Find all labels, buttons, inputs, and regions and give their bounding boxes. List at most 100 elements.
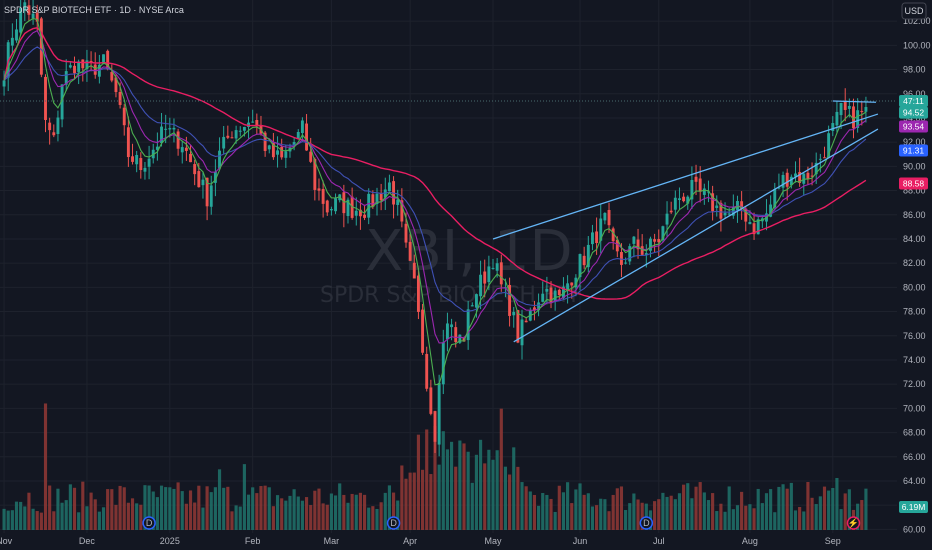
candle[interactable] bbox=[77, 59, 81, 85]
candle[interactable] bbox=[284, 145, 288, 168]
currency-button[interactable]: USD bbox=[901, 2, 927, 20]
candle[interactable] bbox=[653, 233, 657, 253]
candle[interactable] bbox=[512, 306, 516, 328]
candle[interactable] bbox=[586, 236, 590, 273]
candle[interactable] bbox=[160, 112, 163, 147]
candle[interactable] bbox=[180, 140, 184, 164]
candle[interactable] bbox=[325, 199, 329, 216]
candle[interactable] bbox=[309, 137, 313, 164]
candle[interactable] bbox=[300, 117, 304, 143]
candle[interactable] bbox=[358, 199, 362, 230]
candle[interactable] bbox=[682, 192, 686, 203]
candle[interactable] bbox=[226, 125, 230, 140]
candle[interactable] bbox=[640, 234, 644, 256]
candle[interactable] bbox=[856, 98, 860, 133]
candle[interactable] bbox=[785, 168, 789, 201]
candle[interactable] bbox=[599, 204, 603, 254]
candle[interactable] bbox=[367, 188, 371, 225]
candle[interactable] bbox=[678, 187, 681, 210]
candle[interactable] bbox=[371, 190, 375, 209]
dividend-marker[interactable]: D bbox=[639, 516, 654, 530]
candle[interactable] bbox=[255, 113, 259, 135]
candle[interactable] bbox=[831, 116, 835, 137]
candle[interactable] bbox=[354, 197, 358, 226]
candle[interactable] bbox=[276, 136, 279, 168]
candle[interactable] bbox=[702, 183, 706, 205]
top-resistance-line[interactable] bbox=[832, 100, 877, 103]
candle[interactable] bbox=[827, 125, 831, 158]
dividend-marker[interactable]: D bbox=[386, 516, 401, 530]
candle[interactable] bbox=[379, 183, 383, 211]
candle[interactable] bbox=[68, 62, 72, 69]
candle[interactable] bbox=[591, 224, 594, 251]
candle[interactable] bbox=[313, 157, 317, 201]
candle[interactable] bbox=[135, 150, 139, 173]
candle[interactable] bbox=[499, 254, 503, 292]
candle[interactable] bbox=[491, 258, 495, 270]
candle[interactable] bbox=[122, 104, 126, 136]
candle[interactable] bbox=[213, 159, 217, 197]
candle[interactable] bbox=[189, 145, 192, 163]
candle[interactable] bbox=[329, 206, 333, 216]
candle[interactable] bbox=[549, 281, 553, 309]
candle[interactable] bbox=[566, 275, 570, 304]
candle[interactable] bbox=[553, 287, 557, 311]
candle[interactable] bbox=[458, 334, 462, 344]
channel-lower-line[interactable] bbox=[513, 128, 879, 343]
candle[interactable] bbox=[205, 177, 209, 221]
candle[interactable] bbox=[429, 379, 433, 416]
earnings-marker[interactable]: ⚡ bbox=[846, 516, 861, 530]
trend-channel-drawings[interactable] bbox=[0, 100, 897, 343]
candle[interactable] bbox=[524, 317, 528, 323]
candle[interactable] bbox=[400, 188, 404, 228]
candle[interactable] bbox=[89, 51, 93, 72]
candle[interactable] bbox=[421, 303, 425, 356]
candle[interactable] bbox=[56, 110, 60, 142]
candle[interactable] bbox=[445, 312, 449, 352]
candle[interactable] bbox=[31, 0, 35, 25]
candle[interactable] bbox=[624, 257, 628, 265]
candle[interactable] bbox=[541, 281, 545, 303]
candle[interactable] bbox=[723, 202, 727, 219]
candle[interactable] bbox=[694, 164, 698, 196]
candle[interactable] bbox=[155, 132, 159, 161]
candle[interactable] bbox=[23, 0, 27, 22]
candle[interactable] bbox=[860, 101, 864, 126]
candle[interactable] bbox=[557, 288, 561, 300]
candle[interactable] bbox=[44, 74, 47, 133]
candle[interactable] bbox=[48, 117, 52, 145]
candle[interactable] bbox=[843, 88, 847, 122]
candle[interactable] bbox=[425, 346, 429, 392]
candle[interactable] bbox=[126, 116, 130, 167]
candle[interactable] bbox=[483, 259, 487, 298]
candle[interactable] bbox=[334, 193, 338, 215]
candle[interactable] bbox=[292, 137, 296, 151]
candle[interactable] bbox=[93, 52, 97, 79]
candle[interactable] bbox=[570, 282, 574, 299]
time-axis[interactable]: Nov Dec 2025 Feb Mar Apr May Jun Jul Aug Sep bbox=[0, 533, 897, 550]
candle[interactable] bbox=[110, 64, 114, 83]
candle[interactable] bbox=[271, 132, 275, 160]
candle[interactable] bbox=[143, 161, 147, 180]
candle[interactable] bbox=[690, 166, 694, 210]
candle[interactable] bbox=[321, 180, 325, 218]
candle[interactable] bbox=[636, 228, 640, 259]
candle[interactable] bbox=[267, 144, 271, 154]
candle[interactable] bbox=[408, 234, 412, 262]
candle[interactable] bbox=[27, 0, 31, 22]
candle[interactable] bbox=[85, 49, 89, 82]
candle[interactable] bbox=[317, 178, 321, 201]
candle[interactable] bbox=[669, 201, 673, 214]
candle[interactable] bbox=[247, 116, 250, 139]
candle[interactable] bbox=[715, 195, 719, 217]
candle[interactable] bbox=[147, 145, 151, 180]
candle[interactable] bbox=[39, 16, 43, 78]
candle[interactable] bbox=[222, 125, 226, 154]
candle[interactable] bbox=[238, 126, 242, 137]
candle[interactable] bbox=[466, 300, 470, 350]
candle[interactable] bbox=[263, 130, 267, 157]
price-axis[interactable]: 60.0062.0064.0066.0068.0070.0072.0074.00… bbox=[897, 0, 932, 550]
candle[interactable] bbox=[280, 138, 284, 160]
candle[interactable] bbox=[2, 70, 6, 96]
candle[interactable] bbox=[673, 190, 677, 217]
